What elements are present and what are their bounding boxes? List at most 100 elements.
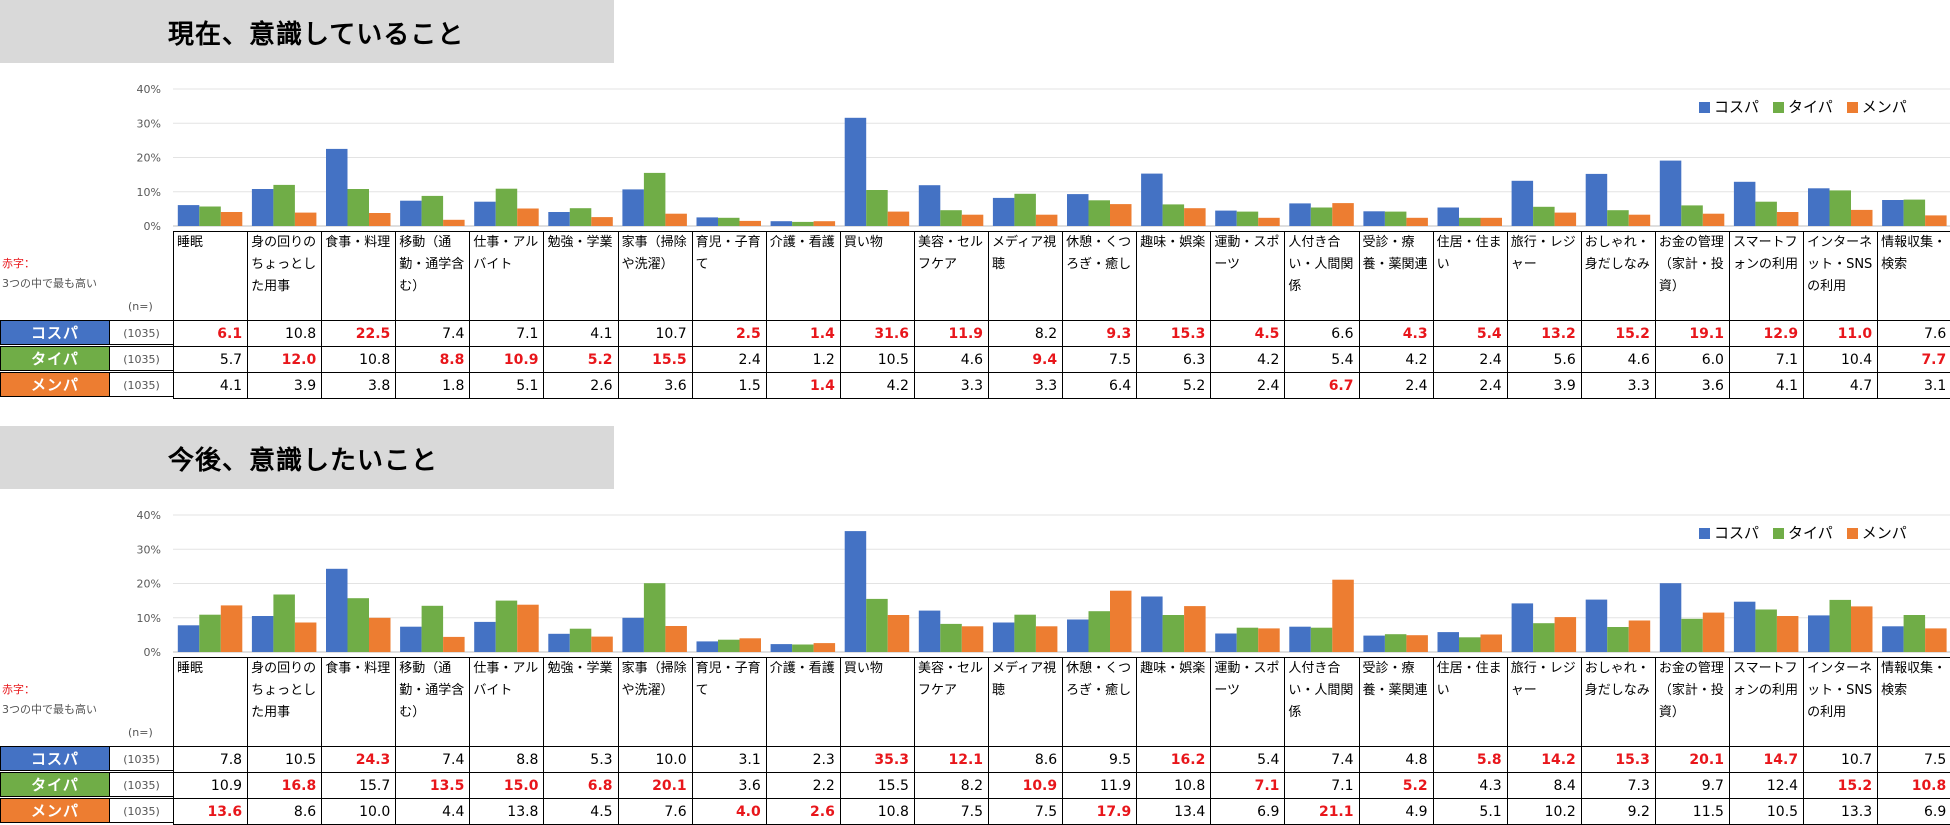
value-cell: 3.6 <box>618 373 692 399</box>
category-label: 家事（掃除や洗濯） <box>619 658 692 702</box>
category-label: 運動・スポーツ <box>1211 232 1284 276</box>
category-label: 家事（掃除や洗濯） <box>619 232 692 276</box>
bar-taipa <box>1014 194 1036 226</box>
bar-menpa <box>1777 212 1799 226</box>
bar-cospa <box>1067 194 1089 226</box>
category-cell: 趣味・娯楽 <box>1137 232 1211 321</box>
category-label: インターネット・SNSの利用 <box>1804 658 1877 724</box>
note-red-text: 赤字： <box>2 681 35 697</box>
value-cell: 15.5 <box>618 347 692 373</box>
category-cell: お金の管理（家計・投資） <box>1655 658 1729 747</box>
bar-cospa <box>400 627 422 652</box>
category-cell: 身の回りのちょっとした用事 <box>248 658 322 747</box>
bar-taipa <box>496 601 518 652</box>
value-cell: 2.6 <box>544 373 618 399</box>
value-cell: 9.7 <box>1655 773 1729 799</box>
value-cell: 21.1 <box>1285 799 1359 825</box>
y-tick-label: 10% <box>137 612 161 625</box>
category-label: 美容・セルフケア <box>915 232 988 276</box>
bar-cospa <box>1882 200 1904 226</box>
value-cell: 6.1 <box>174 321 248 347</box>
bar-menpa <box>1925 215 1947 226</box>
value-cell: 15.2 <box>1581 321 1655 347</box>
bar-cospa <box>1586 174 1608 226</box>
bar-menpa <box>443 637 465 652</box>
bar-taipa <box>422 606 444 652</box>
category-cell: 介護・看護 <box>766 232 840 321</box>
value-cell: 7.8 <box>174 747 248 773</box>
value-cell: 11.5 <box>1655 799 1729 825</box>
bar-taipa <box>199 615 221 652</box>
category-cell: インターネット・SNSの利用 <box>1804 658 1878 747</box>
value-cell: 1.4 <box>766 373 840 399</box>
bar-taipa <box>940 624 962 652</box>
legend: コスパタイパメンパ <box>1685 96 1907 117</box>
value-cell: 15.2 <box>1804 773 1878 799</box>
category-cell: 睡眠 <box>174 232 248 321</box>
category-label: 育児・子育て <box>693 232 766 276</box>
value-cell: 8.8 <box>396 347 470 373</box>
category-label: メディア視聴 <box>989 232 1062 276</box>
value-cell: 16.8 <box>248 773 322 799</box>
bar-taipa <box>866 599 888 652</box>
y-tick-label: 30% <box>137 543 161 556</box>
bar-taipa <box>1533 623 1555 652</box>
bar-taipa <box>1681 619 1703 652</box>
bar-menpa <box>1406 218 1428 226</box>
bar-menpa <box>1036 215 1058 226</box>
category-cell: 仕事・アルバイト <box>470 232 544 321</box>
bar-menpa <box>369 618 391 652</box>
legend-label: タイパ <box>1788 524 1833 542</box>
value-cell: 19.1 <box>1655 321 1729 347</box>
category-cell: 住居・住まい <box>1433 232 1507 321</box>
legend-swatch <box>1773 528 1784 539</box>
bar-cospa <box>326 569 348 652</box>
bar-taipa <box>1755 202 1777 226</box>
value-cell: 4.2 <box>1211 347 1285 373</box>
value-cell: 7.6 <box>618 799 692 825</box>
value-cell: 8.4 <box>1507 773 1581 799</box>
value-cell: 4.7 <box>1804 373 1878 399</box>
value-cell: 10.9 <box>989 773 1063 799</box>
value-cell: 2.4 <box>1433 347 1507 373</box>
bar-menpa <box>665 626 687 652</box>
category-cell: お金の管理（家計・投資） <box>1655 232 1729 321</box>
bar-taipa <box>1089 200 1111 226</box>
bar-cospa <box>771 221 793 226</box>
value-cell: 12.9 <box>1729 321 1803 347</box>
value-cell: 9.5 <box>1063 747 1137 773</box>
value-cell: 10.7 <box>1804 747 1878 773</box>
category-cell: インターネット・SNSの利用 <box>1804 232 1878 321</box>
bar-chart: 0%10%20%30%40% <box>0 0 1950 232</box>
bar-cospa <box>771 644 793 652</box>
value-cell: 6.9 <box>1878 799 1950 825</box>
value-cell: 1.2 <box>766 347 840 373</box>
bar-cospa <box>622 189 644 226</box>
bar-taipa <box>1237 628 1259 652</box>
value-cell: 31.6 <box>840 321 914 347</box>
legend-item-cospa: コスパ <box>1699 98 1759 116</box>
bar-taipa <box>348 189 370 226</box>
value-cell: 4.3 <box>1359 321 1433 347</box>
category-cell: 趣味・娯楽 <box>1137 658 1211 747</box>
category-cell: 旅行・レジャー <box>1507 232 1581 321</box>
sample-size: (1035) <box>110 798 173 823</box>
bar-cospa <box>845 531 867 652</box>
value-cell: 5.8 <box>1433 747 1507 773</box>
category-cell: 人付き合い・人間関係 <box>1285 232 1359 321</box>
category-label: 住居・住まい <box>1434 658 1507 702</box>
value-cell: 7.3 <box>1581 773 1655 799</box>
data-table: 睡眠身の回りのちょっとした用事食事・料理移動（通勤・通学含む）仕事・アルバイト勉… <box>173 231 1950 399</box>
value-cell: 15.0 <box>470 773 544 799</box>
value-cell: 5.3 <box>544 747 618 773</box>
bar-taipa <box>1385 634 1407 652</box>
bar-menpa <box>1703 214 1725 226</box>
category-label: 旅行・レジャー <box>1508 232 1581 276</box>
bar-taipa <box>570 629 592 652</box>
value-cell: 8.6 <box>248 799 322 825</box>
bar-cospa <box>1215 634 1237 653</box>
bar-taipa <box>866 190 888 226</box>
legend-item-menpa: メンパ <box>1847 524 1907 542</box>
